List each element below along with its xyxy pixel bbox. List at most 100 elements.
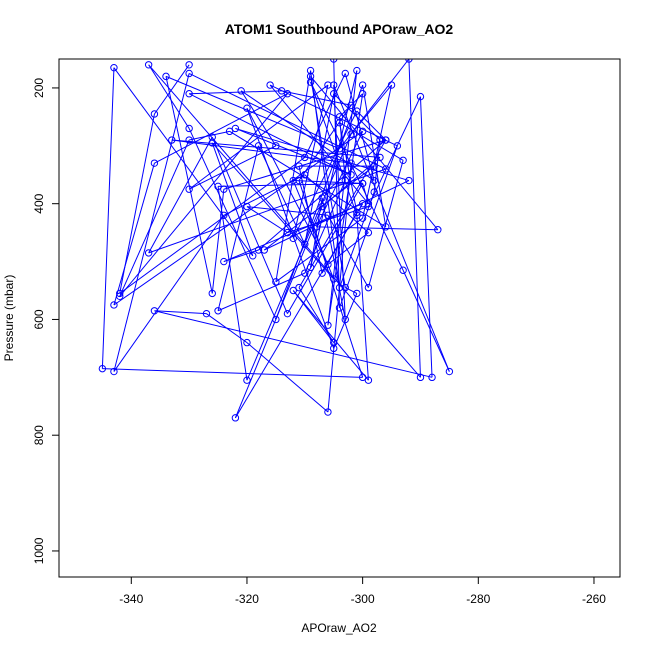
data-point (185, 61, 193, 69)
series-segment (264, 180, 410, 251)
data-point (254, 246, 263, 254)
series-segment (217, 145, 260, 311)
data-point (162, 72, 170, 81)
x-tick-label: -280 (466, 592, 490, 606)
series-segment (275, 217, 363, 283)
series-segment (333, 59, 340, 308)
series-segment (333, 93, 381, 141)
series-segment (223, 249, 259, 263)
x-axis: -340 -320 -300 -280 -260 (119, 577, 606, 606)
data-point (272, 315, 280, 324)
series-segment (275, 84, 364, 320)
data-point (243, 104, 251, 112)
data-point (399, 156, 407, 164)
data-point (335, 113, 344, 121)
data-point (289, 286, 297, 295)
data-point (341, 69, 349, 78)
series-segment (113, 214, 225, 372)
data-point (353, 211, 361, 219)
series-segment (339, 122, 358, 213)
series-segment (218, 182, 363, 187)
y-tick-label: 1000 (32, 537, 46, 564)
series-segment (188, 128, 277, 320)
data-point (393, 142, 402, 150)
data-point (295, 176, 303, 185)
series-segment (287, 183, 364, 314)
x-tick-label: -340 (119, 592, 143, 606)
data-point (347, 159, 355, 167)
data-point (318, 194, 326, 202)
series-segment (327, 232, 369, 265)
series-segment (154, 64, 190, 115)
data-point (358, 373, 367, 382)
data-point (301, 240, 309, 248)
data-point (98, 364, 107, 373)
series-segment (165, 75, 340, 150)
series-segment (298, 287, 335, 343)
series-segment (339, 145, 398, 309)
data-point (364, 283, 373, 292)
data-point (358, 81, 367, 89)
series-layer (98, 59, 454, 422)
series-segment (113, 73, 190, 372)
series-segment (113, 67, 254, 257)
data-point (318, 202, 326, 211)
data-point (324, 260, 332, 269)
series-segment (211, 136, 288, 314)
series-segment (211, 189, 225, 294)
data-point (202, 309, 211, 318)
data-point (266, 81, 274, 89)
data-point (416, 92, 425, 101)
data-point (272, 278, 280, 286)
data-point (306, 78, 315, 86)
data-point (358, 127, 367, 136)
series-segment (304, 180, 346, 274)
data-point (116, 289, 124, 298)
series-segment (310, 81, 404, 271)
data-point (231, 124, 240, 133)
series-segment (327, 93, 364, 326)
y-tick-label: 400 (32, 193, 46, 213)
data-point (295, 162, 303, 170)
data-point (370, 176, 378, 185)
series-segment (362, 84, 393, 219)
data-point (324, 211, 332, 219)
data-point (150, 159, 159, 167)
series-segment (189, 90, 282, 95)
data-point (335, 118, 344, 127)
series-segment (339, 191, 375, 288)
data-point (220, 211, 228, 219)
series-segment (333, 84, 450, 372)
data-point (295, 283, 303, 292)
data-point (277, 87, 286, 95)
series-segment (154, 93, 288, 164)
data-point (330, 81, 338, 89)
data-point (312, 223, 321, 231)
data-point (330, 275, 338, 283)
data-point (283, 228, 292, 237)
data-point (353, 289, 361, 298)
series-segment (165, 76, 213, 294)
series-segment (154, 310, 207, 315)
data-point (364, 202, 373, 211)
data-point (220, 185, 228, 193)
data-point (208, 139, 216, 147)
data-point (387, 81, 396, 89)
data-point (353, 66, 361, 75)
data-point (364, 199, 373, 208)
data-point (364, 228, 373, 237)
data-point (208, 133, 216, 141)
y-axis: 200 400 600 800 1000 (32, 78, 59, 564)
data-point (237, 87, 245, 95)
data-point (445, 367, 454, 376)
data-point (260, 246, 269, 254)
series-segment (246, 206, 288, 234)
series-segment (419, 96, 433, 378)
series-segment (402, 270, 450, 372)
data-point (283, 309, 292, 318)
data-point (341, 283, 349, 292)
series-segment (339, 93, 363, 118)
data-point (330, 344, 338, 353)
data-point (382, 223, 390, 231)
data-point (353, 208, 361, 217)
